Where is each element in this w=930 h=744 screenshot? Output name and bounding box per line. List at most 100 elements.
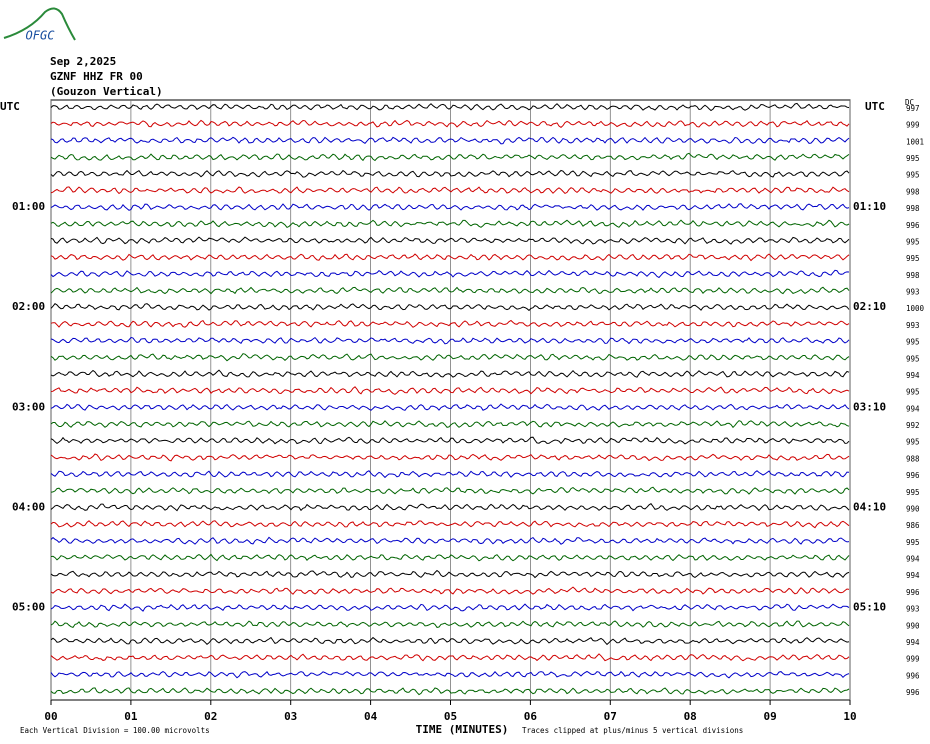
dc-value: 994 [906,638,920,647]
right-time-label: 03:10 [853,400,886,413]
trace [50,553,850,562]
trace [50,353,850,362]
trace [50,336,850,345]
trace [50,303,850,312]
trace [50,420,850,429]
left-time-label: 05:00 [12,601,45,614]
x-tick-label: 08 [684,710,697,723]
right-time-label: 01:10 [853,200,886,213]
x-tick-label: 00 [44,710,57,723]
location: (Gouzon Vertical) [50,85,163,98]
trace [50,520,850,529]
trace [50,136,850,145]
dc-value: 990 [906,621,920,630]
dc-value: 999 [906,121,920,130]
dc-value: 998 [906,204,920,213]
trace [50,403,850,411]
dc-value: 996 [906,221,920,230]
dc-value: 992 [906,421,920,430]
station: GZNF HHZ FR 00 [50,70,143,83]
right-time-label: 05:10 [853,601,886,614]
dc-value: 988 [906,454,920,463]
dc-value: 995 [906,354,920,363]
dc-value: 993 [906,288,920,297]
logo-mark [3,7,76,41]
dc-value: 999 [906,655,920,664]
dc-value: 995 [906,438,920,447]
trace [50,236,850,245]
dc-value: 994 [906,571,920,580]
trace [50,453,850,462]
trace [50,486,850,495]
dc-value: 996 [906,671,920,680]
trace [50,470,850,479]
dc-value: 993 [906,605,920,614]
trace [50,369,850,378]
dc-value: 986 [906,521,920,530]
x-tick-label: 02 [204,710,217,723]
dc-value: 993 [906,321,920,330]
trace [50,670,850,679]
left-time-label: 02:00 [12,300,45,313]
trace [50,636,850,646]
trace [50,152,850,162]
dc-value: 995 [906,338,920,347]
trace [50,653,850,662]
trace [50,203,850,211]
trace [50,503,850,512]
x-tick-label: 01 [124,710,138,723]
x-tick-label: 09 [763,710,776,723]
trace [50,603,850,612]
left-time-label: 03:00 [12,400,45,413]
trace [50,169,850,178]
left-axis-title: UTC [0,100,20,113]
trace [50,436,850,445]
x-tick-label: 03 [284,710,297,723]
dc-value: 995 [906,171,920,180]
trace [50,286,850,295]
dc-value: 995 [906,237,920,246]
dc-value: 996 [906,471,920,480]
x-tick-label: 10 [843,710,856,723]
dc-title: DC [905,98,914,107]
dc-value: 994 [906,555,920,564]
trace [50,253,850,262]
trace [50,620,850,629]
dc-value: 1000 [906,304,925,313]
dc-value: 994 [906,404,920,413]
scale-note: Each Vertical Division = 100.00 microvol… [20,726,210,735]
date: Sep 2,2025 [50,55,116,68]
x-tick-label: 04 [364,710,378,723]
trace [50,687,850,696]
trace [50,536,850,545]
dc-value: 998 [906,187,920,196]
left-time-label: 01:00 [12,200,45,213]
dc-value: 995 [906,154,920,163]
trace [50,269,850,279]
trace [50,102,850,112]
trace [50,119,850,129]
x-tick-label: 07 [604,710,617,723]
trace [50,186,850,195]
x-tick-label: 06 [524,710,538,723]
trace [50,319,850,328]
right-time-label: 04:10 [853,500,886,513]
logo: OFGC [26,29,56,43]
dc-value: 995 [906,488,920,497]
clip-note: Traces clipped at plus/minus 5 vertical … [522,726,743,735]
dc-value: 997 [906,104,920,113]
right-axis-title: UTC [865,100,885,113]
x-tick-label: 05 [444,710,457,723]
trace [50,386,850,395]
left-time-label: 04:00 [12,500,45,513]
dc-value: 996 [906,688,920,697]
trace [50,219,850,229]
dc-value: 995 [906,538,920,547]
dc-value: 998 [906,271,920,280]
dc-value: 995 [906,254,920,263]
dc-value: 994 [906,371,920,380]
right-time-label: 02:10 [853,300,886,313]
dc-value: 996 [906,588,920,597]
dc-value: 995 [906,388,920,397]
